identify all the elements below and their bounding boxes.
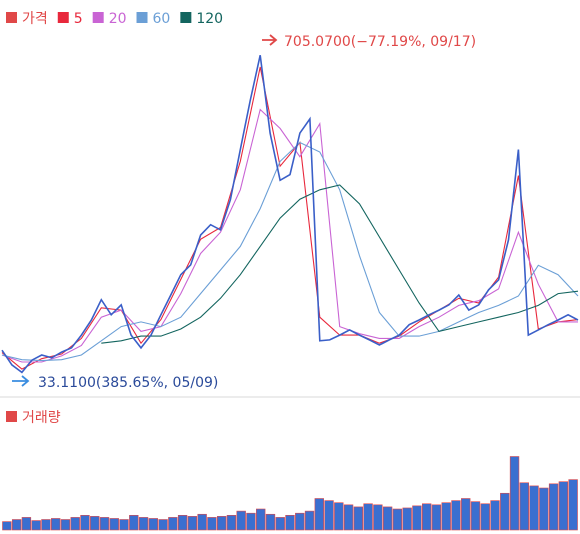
volume-bar [158, 519, 168, 531]
volume-bar [21, 517, 32, 531]
volume-bar [80, 514, 90, 531]
volume-bar [529, 485, 539, 531]
volume-bar [441, 502, 451, 531]
volume-bar [256, 508, 266, 531]
volume-bar [402, 507, 412, 531]
legend-label: 20 [109, 11, 127, 27]
volume-bar [207, 517, 217, 531]
volume-bar [558, 481, 569, 531]
legend-swatch [136, 12, 148, 23]
volume-bar [392, 508, 403, 531]
volume-bar [382, 506, 393, 531]
volume-bar [70, 517, 80, 531]
volume-bar [226, 514, 237, 531]
volume-bar [363, 503, 373, 531]
volume-bar [431, 504, 442, 531]
legend-label: 60 [153, 11, 171, 27]
legend-swatch [57, 12, 69, 23]
volume-bar [500, 492, 510, 531]
volume-bar [334, 502, 344, 531]
volume-bar [265, 513, 276, 531]
volume-bar [236, 510, 246, 531]
volume-bar [509, 456, 520, 531]
volume-bar [490, 500, 500, 531]
volume-bar [324, 500, 334, 531]
volume-bar [421, 503, 432, 531]
volume-bar [548, 483, 559, 531]
volume-bar [304, 510, 315, 531]
volume-bar [275, 517, 285, 531]
volume-bar [480, 503, 490, 531]
volume-bar [373, 504, 383, 531]
volume-bar [148, 518, 159, 531]
annotation: 33.1100(385.65%, 05/09) [38, 375, 218, 391]
volume-bar [2, 521, 12, 531]
volume-bar [41, 519, 51, 531]
volume-bar [51, 518, 61, 531]
volume-bar [119, 519, 129, 531]
ma-line [1, 141, 579, 362]
price-line [1, 55, 579, 374]
legend-label: 120 [196, 11, 223, 27]
volume-bar [177, 514, 188, 531]
legend-swatch [6, 12, 17, 23]
volume-bar [187, 516, 198, 531]
volume-bar [168, 517, 178, 531]
volume-bar [11, 519, 22, 531]
legend-swatch [92, 12, 104, 23]
volume-bar [90, 516, 100, 531]
volume-bar [568, 479, 578, 531]
annotation-arrow [262, 34, 278, 46]
volume-bar [314, 498, 324, 531]
volume-bar [519, 482, 529, 531]
volume-bar [343, 504, 354, 531]
volume-bar [216, 516, 227, 531]
volume-bar [129, 514, 139, 531]
volume-bar [461, 498, 471, 531]
legend-label: 5 [74, 11, 83, 27]
volume-bar [451, 500, 461, 531]
volume-title: 거래량 [22, 410, 61, 426]
volume-bar [412, 505, 422, 531]
volume-bar [246, 512, 256, 531]
volume-bar [470, 501, 481, 531]
volume-bar [60, 519, 71, 531]
volume-bar [109, 518, 119, 531]
volume-bar [285, 514, 295, 531]
volume-bar [353, 506, 364, 531]
annotation-arrow [12, 375, 30, 387]
legend-swatch [180, 12, 192, 23]
volume-bar [539, 487, 549, 531]
volume-bar [197, 513, 207, 531]
annotation: 705.0700(−77.19%, 09/17) [284, 34, 476, 50]
legend-label: 가격 [22, 11, 48, 27]
volume-bar [295, 512, 305, 531]
volume-bar [31, 520, 41, 531]
legend-swatch [6, 411, 17, 422]
volume-bar [99, 517, 110, 531]
ma-line [101, 184, 579, 344]
volume-bar [138, 517, 149, 531]
